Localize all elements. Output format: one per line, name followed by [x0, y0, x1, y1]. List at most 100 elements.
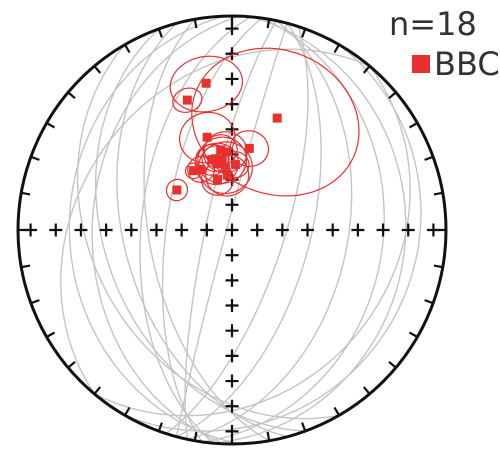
- pole-marker: [244, 143, 254, 153]
- pole-marker: [272, 113, 282, 123]
- rim-tick: [193, 19, 198, 29]
- pole-marker: [172, 185, 182, 195]
- rim-tick: [46, 122, 56, 129]
- rim-tick: [93, 65, 102, 74]
- rim-tick: [333, 44, 340, 54]
- pole-marker: [222, 170, 232, 180]
- poles-layer: [172, 78, 282, 195]
- rim-tick: [408, 331, 418, 338]
- rim-tick: [21, 264, 31, 269]
- pole-marker: [189, 166, 198, 176]
- rim-tick: [333, 406, 340, 416]
- cross-grid: [24, 22, 440, 438]
- rim-tick: [46, 331, 56, 338]
- center-cross: [225, 223, 239, 237]
- rim-tick: [266, 431, 271, 441]
- grid-cross: [225, 399, 239, 413]
- rim-tick: [30, 155, 40, 161]
- pole-marker: [211, 154, 220, 164]
- great-circle: [176, 22, 322, 438]
- rim-tick: [124, 406, 131, 416]
- confidence-cone: [184, 162, 203, 180]
- rim-tick: [433, 191, 443, 196]
- rim-tick: [21, 191, 31, 196]
- great-circle: [68, 16, 240, 444]
- grid-cross: [225, 374, 239, 388]
- pole-marker: [202, 132, 212, 142]
- great-circle: [165, 26, 309, 435]
- grid-cross: [250, 223, 264, 237]
- grid-cross: [124, 223, 138, 237]
- grid-cross: [225, 299, 239, 313]
- rim-tick: [157, 28, 163, 38]
- grid-cross: [225, 324, 239, 338]
- grid-cross: [225, 198, 239, 212]
- rim-ticks: [18, 16, 446, 444]
- pole-marker: [220, 162, 230, 172]
- great-circle: [95, 28, 306, 432]
- grid-cross: [301, 223, 315, 237]
- confidence-cone: [169, 55, 244, 113]
- grid-cross: [326, 223, 340, 237]
- pole-marker: [196, 164, 206, 174]
- rim-tick: [67, 360, 76, 369]
- rim-tick: [193, 431, 198, 441]
- rim-tick: [424, 299, 434, 305]
- grid-cross: [401, 223, 415, 237]
- rim-tick: [266, 19, 271, 29]
- rim-tick: [30, 299, 40, 305]
- legend-swatch: [412, 55, 430, 73]
- rim-tick: [362, 386, 371, 395]
- pole-marker: [201, 78, 211, 88]
- confidence-cone: [229, 130, 270, 167]
- rim-tick: [408, 122, 418, 129]
- rim-tick: [157, 422, 163, 432]
- confidence-cone: [172, 87, 203, 113]
- grid-cross: [225, 349, 239, 363]
- legend: BBC: [412, 48, 500, 80]
- grid-cross: [275, 223, 289, 237]
- pole-marker: [212, 159, 222, 169]
- great-circle: [76, 44, 340, 420]
- legend-label: BBC: [434, 45, 500, 83]
- pole-marker: [213, 175, 222, 184]
- rim-tick: [388, 91, 397, 100]
- great-circle: [94, 65, 411, 417]
- grid-cross: [225, 248, 239, 262]
- great-circle: [161, 17, 263, 443]
- great-circle: [202, 17, 385, 443]
- great-circle: [187, 20, 353, 440]
- grid-cross: [49, 223, 63, 237]
- confidence-cone: [191, 47, 360, 197]
- great-circle: [60, 48, 370, 395]
- rim-tick: [124, 44, 131, 54]
- great-circle: [143, 18, 270, 442]
- grid-cross: [376, 223, 390, 237]
- rim-tick: [362, 65, 371, 74]
- grid-cross: [99, 223, 113, 237]
- rim-tick: [93, 386, 102, 395]
- grid-cross: [351, 223, 365, 237]
- confidence-cone: [165, 178, 188, 202]
- sample-count-label: n=18: [389, 5, 477, 43]
- rim-tick: [433, 264, 443, 269]
- rim-tick: [388, 360, 397, 369]
- confidence-cone: [187, 155, 216, 183]
- great-circle: [139, 16, 252, 444]
- pole-marker: [230, 160, 240, 170]
- grid-cross: [149, 223, 163, 237]
- grid-cross: [225, 97, 239, 111]
- rim-tick: [301, 422, 307, 432]
- confidence-cone: [205, 153, 250, 197]
- grid-cross: [225, 72, 239, 86]
- great-circles-layer: [60, 16, 422, 444]
- pole-marker: [217, 155, 227, 165]
- great-circle: [116, 22, 288, 438]
- grid-cross: [200, 223, 214, 237]
- great-circle: [213, 16, 407, 444]
- rim-tick: [424, 155, 434, 161]
- great-circle: [91, 16, 240, 444]
- pole-marker: [220, 147, 230, 157]
- grid-cross: [225, 273, 239, 287]
